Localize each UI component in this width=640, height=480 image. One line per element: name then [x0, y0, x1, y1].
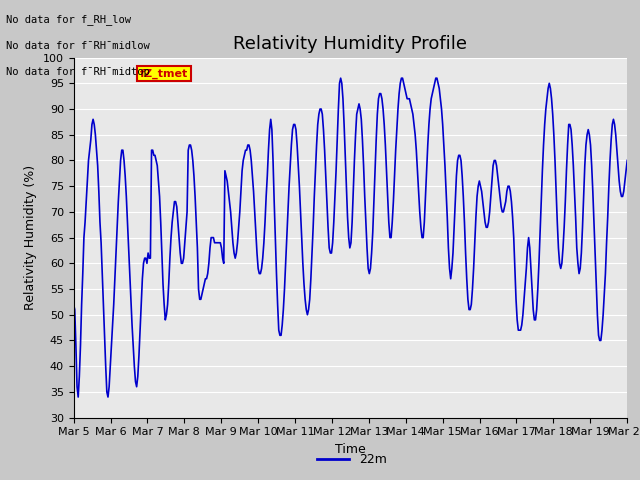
Text: No data for f¯RH¯midlow: No data for f¯RH¯midlow — [6, 41, 150, 51]
Y-axis label: Relativity Humidity (%): Relativity Humidity (%) — [24, 165, 37, 310]
X-axis label: Time: Time — [335, 443, 366, 456]
Title: Relativity Humidity Profile: Relativity Humidity Profile — [234, 35, 467, 53]
Text: No data for f¯RH¯midtop: No data for f¯RH¯midtop — [6, 67, 150, 77]
Text: No data for f_RH_low: No data for f_RH_low — [6, 14, 131, 25]
Legend: 22m: 22m — [312, 448, 392, 471]
Text: fZ_tmet: fZ_tmet — [140, 68, 188, 79]
